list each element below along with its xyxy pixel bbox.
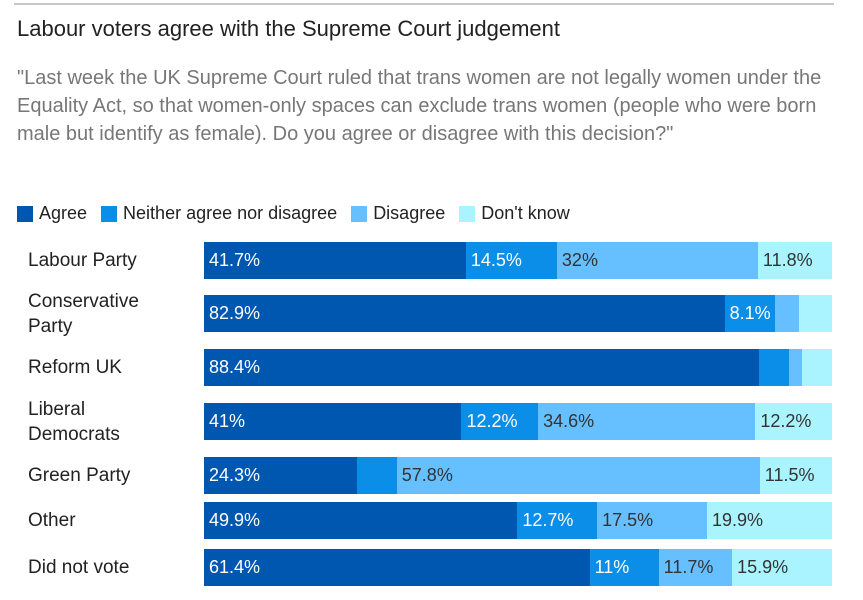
- category-label: Conservative Party: [28, 291, 139, 337]
- bar-segment: [204, 502, 518, 539]
- bar-segment: [204, 295, 726, 332]
- bar-segment: [204, 549, 591, 586]
- bar-segment: [597, 502, 708, 539]
- chart-title: Labour voters agree with the Supreme Cou…: [17, 16, 560, 41]
- bar-segment: [798, 295, 833, 332]
- legend-swatch: [17, 205, 33, 222]
- data-label: 12.2%: [760, 411, 812, 431]
- bar-segment: [204, 457, 358, 494]
- bar-segment: [789, 349, 803, 386]
- legend-label: Agree: [39, 203, 88, 223]
- bar-segment: [589, 549, 660, 586]
- data-label: 11.5%: [764, 465, 815, 485]
- bar-segment: [538, 403, 756, 440]
- legend-item: Agree: [17, 203, 87, 224]
- data-label: 61.4%: [209, 557, 261, 577]
- data-label: 57.8%: [401, 465, 453, 485]
- legend-item: Don't know: [459, 203, 570, 224]
- data-label: 8.1%: [729, 303, 771, 323]
- bar-segment: [204, 242, 467, 279]
- data-label: 41%: [209, 411, 246, 431]
- bar-segment: [461, 403, 539, 440]
- data-label: 88.4%: [209, 357, 261, 377]
- legend-swatch: [351, 205, 368, 222]
- legend-item: Disagree: [351, 203, 445, 224]
- bar-segment: [465, 242, 558, 279]
- data-label: 11.7%: [663, 557, 714, 577]
- data-label: 24.3%: [209, 465, 261, 485]
- bar-segment: [759, 349, 790, 386]
- category-label: Green Party: [28, 465, 131, 486]
- data-label: 49.9%: [209, 510, 261, 530]
- legend-label: Disagree: [373, 203, 446, 223]
- data-label: 14.5%: [470, 250, 522, 270]
- data-label: 15.9%: [737, 557, 789, 577]
- chart-subtitle: "Last week the UK Supreme Court ruled th…: [17, 67, 822, 145]
- bar-segment: [556, 242, 759, 279]
- data-label: 11.8%: [762, 250, 813, 270]
- bar-segment: [356, 457, 398, 494]
- bar-segment: [517, 502, 598, 539]
- category-label: Reform UK: [28, 357, 122, 378]
- legend-label: Don't know: [481, 203, 570, 223]
- bar-segment: [755, 403, 833, 440]
- bar-segment: [801, 349, 833, 386]
- legend-swatch: [459, 205, 476, 222]
- bar-segment: [204, 349, 760, 386]
- bar-segment: [204, 403, 462, 440]
- data-label: 12.2%: [466, 411, 518, 431]
- legend: Agree Neither agree nor disagree Disagree D…: [17, 203, 570, 224]
- bar-segment: [707, 502, 833, 539]
- bar-segment: [724, 295, 776, 332]
- data-label: 34.6%: [543, 411, 595, 431]
- legend-label: Neither agree nor disagree: [123, 203, 338, 223]
- data-label: 41.7%: [209, 250, 261, 270]
- bar-segment: [775, 295, 800, 332]
- legend-item: Neither agree nor disagree: [101, 203, 337, 224]
- data-label: 19.9%: [712, 510, 764, 530]
- category-label: Did not vote: [28, 557, 130, 578]
- category-label: Other: [28, 510, 76, 531]
- category-label: Labour Party: [28, 250, 137, 271]
- bar-segment: [396, 457, 761, 494]
- data-label: 32%: [561, 250, 598, 270]
- data-label: 12.7%: [522, 510, 574, 530]
- bar-segment: [757, 242, 833, 279]
- category-label: Liberal Democrats: [28, 399, 120, 445]
- data-label: 82.9%: [209, 303, 261, 323]
- data-label: 17.5%: [602, 510, 654, 530]
- legend-swatch: [101, 205, 118, 222]
- bar-segment: [759, 457, 833, 494]
- top-rule: [14, 3, 834, 5]
- data-label: 11%: [594, 557, 630, 577]
- bar-segment: [732, 549, 833, 586]
- bar-segment: [658, 549, 733, 586]
